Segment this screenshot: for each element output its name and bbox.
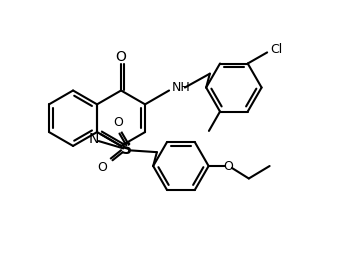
Text: NH: NH (172, 81, 191, 94)
Text: S: S (121, 142, 132, 157)
Text: Cl: Cl (270, 43, 282, 56)
Text: N: N (88, 132, 99, 146)
Text: O: O (223, 160, 233, 173)
Text: O: O (116, 50, 126, 64)
Text: O: O (114, 116, 124, 129)
Text: O: O (98, 161, 108, 174)
